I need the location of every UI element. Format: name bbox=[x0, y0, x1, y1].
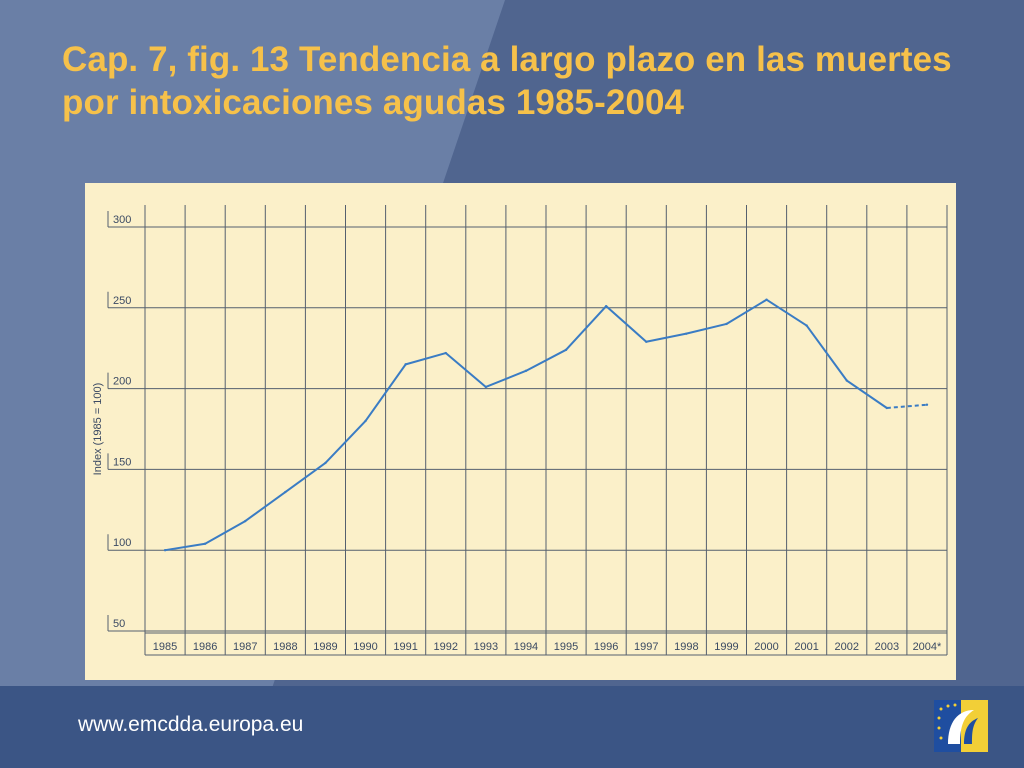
data-point bbox=[444, 351, 447, 355]
ytick-label: 250 bbox=[113, 295, 131, 307]
xtick-label: 1991 bbox=[393, 641, 417, 653]
ytick-label: 50 bbox=[113, 618, 125, 630]
xtick-label: 1995 bbox=[554, 641, 578, 653]
data-point bbox=[364, 419, 367, 423]
data-point bbox=[244, 519, 247, 523]
xtick-label: 2003 bbox=[875, 641, 899, 653]
xtick-label: 1998 bbox=[674, 641, 698, 653]
xtick-label: 1988 bbox=[273, 641, 297, 653]
xtick-label: 1990 bbox=[353, 641, 377, 653]
data-point bbox=[324, 461, 327, 465]
xtick-label: 1985 bbox=[153, 641, 177, 653]
data-point bbox=[604, 304, 608, 308]
ytick-label: 200 bbox=[113, 376, 131, 388]
data-point bbox=[404, 363, 407, 366]
ytick-label: 150 bbox=[113, 456, 131, 468]
emcdda-logo-icon bbox=[934, 700, 988, 752]
data-point bbox=[725, 322, 728, 326]
xtick-label: 1996 bbox=[594, 641, 618, 653]
xtick-label: 2002 bbox=[835, 641, 859, 653]
data-point bbox=[685, 332, 688, 335]
xtick-label: 1993 bbox=[474, 641, 498, 653]
slide-title: Cap. 7, fig. 13 Tendencia a largo plazo … bbox=[62, 40, 952, 122]
data-point bbox=[564, 348, 568, 352]
xtick-label: 1989 bbox=[313, 641, 337, 653]
data-point bbox=[765, 298, 768, 301]
data-point bbox=[284, 490, 287, 494]
data-point bbox=[925, 403, 929, 406]
data-point bbox=[645, 340, 648, 343]
xtick-label: 2001 bbox=[794, 641, 818, 653]
line-chart: 50 100 150 200 250 300 1985 1986 1987 1988 1989 199… bbox=[92, 205, 948, 656]
footer-bar bbox=[0, 686, 1024, 768]
xtick-label: 1999 bbox=[714, 641, 738, 653]
data-point bbox=[484, 385, 488, 389]
data-point bbox=[524, 369, 528, 373]
xtick-label: 1994 bbox=[514, 641, 538, 653]
xtick-label: 2004* bbox=[913, 641, 942, 653]
data-point bbox=[203, 542, 207, 545]
y-axis-label: Index (1985 = 100) bbox=[92, 383, 104, 476]
footer-url[interactable]: www.emcdda.europa.eu bbox=[78, 713, 304, 736]
series-line bbox=[164, 298, 888, 552]
xtick-label: 1986 bbox=[193, 641, 217, 653]
xtick-label: 1987 bbox=[233, 641, 257, 653]
data-point bbox=[805, 324, 808, 327]
xtick-label: 2000 bbox=[754, 641, 778, 653]
data-point bbox=[845, 379, 848, 382]
chart-panel: 50 100 150 200 250 300 1985 1986 1987 1988 1989 199… bbox=[85, 183, 956, 680]
xtick-label: 1992 bbox=[434, 641, 458, 653]
data-point bbox=[163, 549, 167, 552]
data-point bbox=[885, 406, 889, 410]
ytick-label: 300 bbox=[113, 214, 131, 226]
xtick-label: 1997 bbox=[634, 641, 658, 653]
ytick-label: 100 bbox=[113, 537, 131, 549]
